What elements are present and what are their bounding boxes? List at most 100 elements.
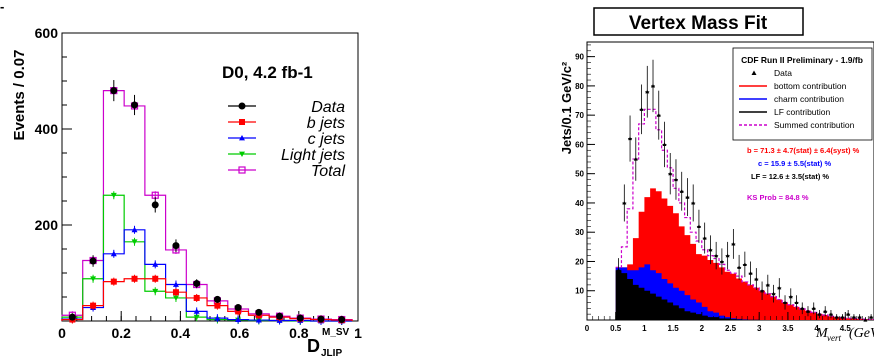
marker-b-jets [131,275,138,282]
legend-label: Data [311,99,345,116]
legend-items: Data bottom contribution charm contributio… [739,68,855,130]
x-tick-label: 2.5 [725,324,737,333]
x-tick-label: 3.5 [782,324,794,333]
marker-data [172,242,180,250]
histogram-outline-c-jets [61,229,353,322]
marker-data [68,313,76,321]
marker-light-jets [193,314,200,321]
y-tick-label: 50 [575,170,584,179]
data-marker [691,200,696,205]
x-tick-label: 1 [354,325,362,341]
data-marker [777,285,782,290]
y-tick-label: 600 [35,25,59,41]
marker-data [193,280,201,288]
marker-light-jets [131,239,138,245]
marker-light-jets [90,276,97,282]
legend-label: Total [311,163,346,180]
data-marker [731,241,736,246]
marker-data [89,257,97,265]
bottom-area [615,188,874,320]
x-tick-label: 0.4 [171,325,191,341]
corner-mark: - [0,0,4,14]
data-marker [754,277,759,281]
data-marker [863,318,868,322]
data-marker [742,262,747,266]
summed-contribution-line [615,108,874,321]
data-marker [794,300,799,305]
x-tick-label: 0.5 [610,324,622,333]
x-tick-label: 0 [58,325,66,341]
data-marker [800,306,805,310]
legend-marker [239,135,245,141]
marker-light-jets [172,295,179,301]
marker-light-jets [152,288,159,295]
legend-label: Data [774,68,792,78]
data-marker [783,300,788,305]
marker-data [234,304,242,312]
x-axis-label: M vert (GeV/c ²) [815,326,874,343]
data-marker [616,268,621,272]
marker-c-jets [131,226,138,233]
marker-data [317,315,325,323]
charm-area [615,264,874,320]
data-marker [805,309,810,313]
fit-result-text: c = 15.9 ± 5.5(stat) % [758,159,831,168]
stacked-histogram [615,108,874,321]
histogram-series [61,90,353,322]
y-tick-label: 70 [575,111,584,120]
data-marker [748,271,753,275]
x-tick-label: 1 [642,324,647,333]
data-marker [662,142,667,147]
data-markers [68,80,346,325]
marker-c-jets [255,317,262,323]
data-marker [834,315,839,319]
x-tick-label: 0.6 [230,325,250,341]
x-axis-label-sub: JLIP [321,348,342,358]
y-tick-label: 90 [575,53,584,62]
marker-c-jets [235,316,242,322]
marker-c-jets [193,308,200,314]
x-axis-label-sup: M_SV [322,327,350,338]
legend-label: Light jets [281,147,345,164]
data-marker [840,315,845,319]
data-marker [760,288,765,293]
x-axis-label-sub: vert [827,333,841,343]
legend: CDF Run II Preliminary - 1.9/fb Data bott… [732,47,873,141]
legend-title: CDF Run II Preliminary - 1.9/fb [741,55,863,65]
x-axis-label-main: D [307,336,320,356]
legend-label: Summed contribution [774,120,855,130]
data-marker [788,294,793,299]
marker-c-jets [214,315,221,321]
x-tick-label: 4 [814,324,819,333]
data-marker [714,253,719,258]
y-axis-label: Events / 0.07 [11,50,28,141]
marker-c-jets [172,281,179,287]
marker-b-jets [193,294,200,301]
marker-b-jets [152,275,159,282]
data-marker [651,83,656,88]
fit-results: b = 71.3 ± 4.7(stat) ± 6.4(syst) % c = 15… [747,146,860,202]
annotation-text: D0, 4.2 fb-1 [222,63,313,82]
y-tick-label: 200 [35,217,59,233]
marker-data [151,201,159,209]
data-marker [696,224,701,228]
data-marker [656,113,661,117]
lf-area [615,270,874,320]
x-tick-label: 0.2 [111,325,131,341]
marker-data [131,101,139,109]
y-tick-label: 10 [575,287,584,296]
marker-data [296,314,304,322]
legend-label: charm contribution [774,94,844,104]
legend-label: c jets [308,131,345,148]
data-marker [685,195,690,199]
data-marker [673,177,678,182]
legend-marker [751,70,757,75]
data-marker [622,200,627,205]
marker-b-jets [172,289,179,296]
histogram-outline-b-jets [61,278,353,321]
x-tick-label: 4.5 [840,324,852,333]
marker-data [213,295,221,303]
data-marker [633,157,638,161]
data-marker [857,315,862,319]
